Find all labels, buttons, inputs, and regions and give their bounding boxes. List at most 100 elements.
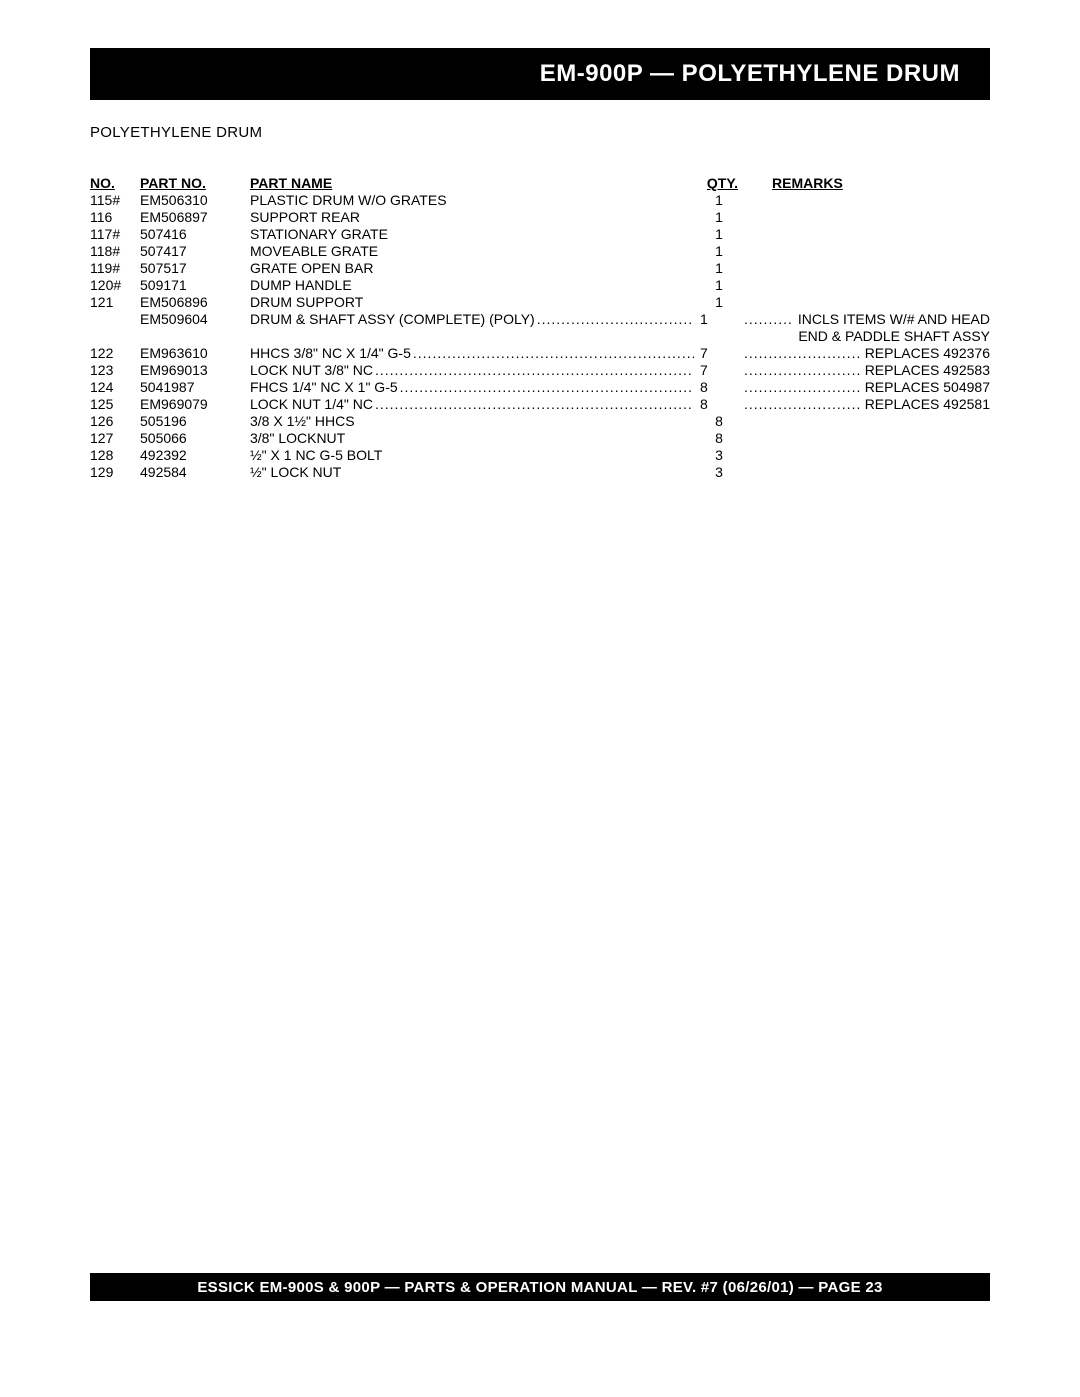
table-body: 115#EM506310PLASTIC DRUM W/O GRATES1116E… [90,192,990,481]
cell-part-name: LOCK NUT 3/8" NC .......................… [250,362,696,379]
footer-bar: ESSICK EM-900S & 900P — PARTS & OPERATIO… [90,1273,990,1301]
cell-no: 125 [90,396,140,413]
cell-part-name: 3/8 X 1½" HHCS [250,413,696,430]
cell-no: 120# [90,277,140,294]
cell-qty: 1 [696,209,742,226]
cell-part-name: STATIONARY GRATE [250,226,696,243]
cell-remarks: ........................................… [742,379,990,396]
cell-part-no: 505196 [140,413,250,430]
table-row: 129492584½" LOCK NUT3 [90,464,990,481]
cell-no: 116 [90,209,140,226]
cell-part-no: 492392 [140,447,250,464]
cell-qty: 1 [696,277,742,294]
cell-no: 124 [90,379,140,396]
cell-no: 127 [90,430,140,447]
cell-qty: 1 [696,192,742,209]
cell-no: 121 [90,294,140,311]
cell-part-no: EM509604 [140,311,250,328]
col-header-part-name: PART NAME [250,175,696,192]
cell-qty: 7 [696,362,742,379]
col-header-remarks: REMARKS [742,175,990,192]
table-row: 125EM969079LOCK NUT 1/4" NC ............… [90,396,990,413]
cell-part-name: 3/8" LOCKNUT [250,430,696,447]
table-row: END & PADDLE SHAFT ASSY [90,328,990,345]
table-row: 117#507416STATIONARY GRATE1 [90,226,990,243]
col-header-no: NO. [90,175,140,192]
cell-part-no: 507517 [140,260,250,277]
table-row: 1245041987FHCS 1/4" NC X 1" G-5 ........… [90,379,990,396]
cell-remarks: ........................................… [742,311,990,328]
cell-part-name: PLASTIC DRUM W/O GRATES [250,192,696,209]
cell-no: 118# [90,243,140,260]
cell-qty: 8 [696,413,742,430]
cell-no: 123 [90,362,140,379]
table-row: 119#507517GRATE OPEN BAR1 [90,260,990,277]
cell-no: 115# [90,192,140,209]
col-header-qty: QTY. [696,175,742,192]
cell-qty: 7 [696,345,742,362]
cell-remarks: ........................................… [742,362,990,379]
table-row: 123EM969013LOCK NUT 3/8" NC ............… [90,362,990,379]
cell-part-no: EM969079 [140,396,250,413]
cell-part-name: HHCS 3/8" NC X 1/4" G-5 ................… [250,345,696,362]
cell-qty: 3 [696,464,742,481]
cell-part-no: EM969013 [140,362,250,379]
parts-table: NO. PART NO. PART NAME QTY. REMARKS 115#… [90,175,990,481]
cell-part-name: ½" LOCK NUT [250,464,696,481]
cell-no: 129 [90,464,140,481]
table-row: 121EM506896DRUM SUPPORT1 [90,294,990,311]
table-row: 1265051963/8 X 1½" HHCS8 [90,413,990,430]
cell-part-name: GRATE OPEN BAR [250,260,696,277]
table-row: 120#509171DUMP HANDLE1 [90,277,990,294]
cell-no: 122 [90,345,140,362]
table-row: 122EM963610HHCS 3/8" NC X 1/4" G-5 .....… [90,345,990,362]
table-row: EM509604DRUM & SHAFT ASSY (COMPLETE) (PO… [90,311,990,328]
table-row: 115#EM506310PLASTIC DRUM W/O GRATES1 [90,192,990,209]
cell-remarks: END & PADDLE SHAFT ASSY [742,328,990,345]
header-title: EM-900P — POLYETHYLENE DRUM [540,60,960,88]
cell-qty: 1 [696,260,742,277]
cell-part-no: 505066 [140,430,250,447]
cell-part-no: EM963610 [140,345,250,362]
cell-qty: 3 [696,447,742,464]
cell-part-name: DRUM SUPPORT [250,294,696,311]
cell-part-name: ½" X 1 NC G-5 BOLT [250,447,696,464]
cell-part-no: 509171 [140,277,250,294]
cell-part-no: 507416 [140,226,250,243]
cell-part-name: SUPPORT REAR [250,209,696,226]
cell-part-no: 5041987 [140,379,250,396]
table-row: 118#507417MOVEABLE GRATE1 [90,243,990,260]
cell-part-no: EM506896 [140,294,250,311]
page: EM-900P — POLYETHYLENE DRUM POLYETHYLENE… [0,0,1080,1397]
cell-part-name: DUMP HANDLE [250,277,696,294]
cell-remarks: ........................................… [742,345,990,362]
table-row: 1275050663/8" LOCKNUT8 [90,430,990,447]
col-header-part-no: PART NO. [140,175,250,192]
cell-part-no: EM506897 [140,209,250,226]
header-bar: EM-900P — POLYETHYLENE DRUM [90,48,990,100]
cell-remarks: ........................................… [742,396,990,413]
cell-part-name: DRUM & SHAFT ASSY (COMPLETE) (POLY) ....… [250,311,696,328]
cell-no: 119# [90,260,140,277]
cell-qty: 8 [696,379,742,396]
footer-text: ESSICK EM-900S & 900P — PARTS & OPERATIO… [197,1279,882,1296]
table-header-row: NO. PART NO. PART NAME QTY. REMARKS [90,175,990,192]
cell-part-name: FHCS 1/4" NC X 1" G-5 ..................… [250,379,696,396]
cell-qty: 8 [696,430,742,447]
cell-no: 128 [90,447,140,464]
cell-qty: 1 [696,294,742,311]
cell-no: 117# [90,226,140,243]
cell-part-name: MOVEABLE GRATE [250,243,696,260]
cell-part-name: LOCK NUT 1/4" NC .......................… [250,396,696,413]
cell-part-no: 492584 [140,464,250,481]
cell-part-no: EM506310 [140,192,250,209]
cell-qty: 1 [696,243,742,260]
cell-qty: 8 [696,396,742,413]
cell-no: 126 [90,413,140,430]
subtitle: POLYETHYLENE DRUM [90,124,990,141]
cell-part-no: 507417 [140,243,250,260]
table-row: 128492392½" X 1 NC G-5 BOLT3 [90,447,990,464]
cell-qty: 1 [696,311,742,328]
cell-qty: 1 [696,226,742,243]
table-row: 116EM506897SUPPORT REAR1 [90,209,990,226]
